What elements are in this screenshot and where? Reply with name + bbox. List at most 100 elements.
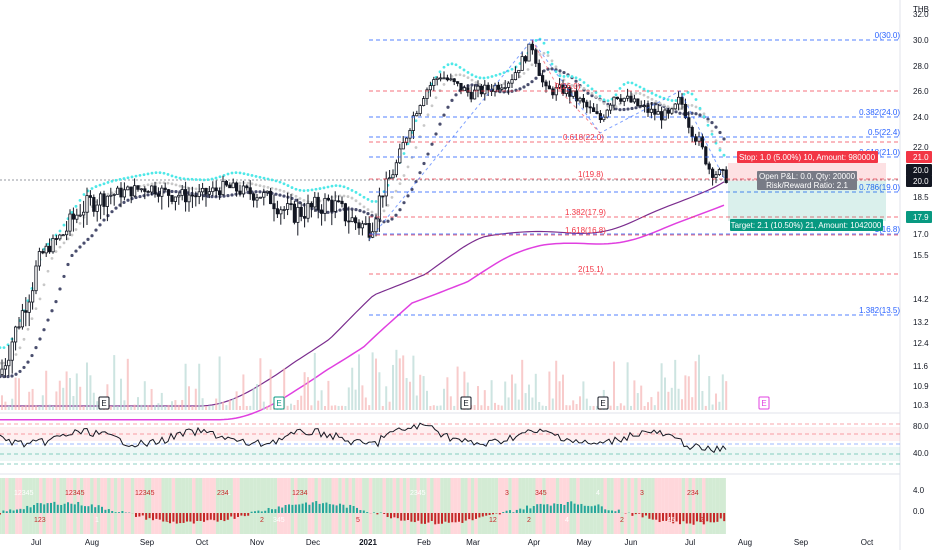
price-axis-label: 28.0 xyxy=(913,62,929,71)
candle-body xyxy=(170,195,174,202)
ma-dot xyxy=(462,68,466,72)
ma-dot xyxy=(250,182,254,186)
candle-body xyxy=(646,105,650,113)
histogram-bar xyxy=(543,504,545,513)
ma-dot xyxy=(122,177,126,180)
ma-dot xyxy=(310,188,314,192)
histogram-bg xyxy=(379,478,383,534)
histogram-bg xyxy=(413,478,417,534)
candle-body xyxy=(197,191,201,197)
histogram-bar xyxy=(148,513,151,519)
histogram-bg xyxy=(443,478,448,534)
candle-body xyxy=(190,194,194,197)
ma-dot xyxy=(534,76,538,80)
ma-dot xyxy=(522,72,526,75)
histogram-bar xyxy=(604,509,607,513)
ma-dot xyxy=(502,71,506,75)
ma-dot xyxy=(0,346,2,350)
ma-dot xyxy=(174,189,178,194)
histogram-bar xyxy=(522,509,525,513)
price-axis[interactable]: 32.0 30.0 28.0 26.0 24.0 22.0 18.5 17.0 15.5 14.2… xyxy=(906,5,932,410)
volume-bar xyxy=(419,374,422,410)
ma-dot xyxy=(614,105,618,108)
candle-body xyxy=(622,97,626,102)
volume-bar xyxy=(725,381,728,410)
price-badge-box[interactable] xyxy=(906,175,932,187)
ma-dot xyxy=(650,97,654,101)
volume-bar xyxy=(477,386,479,410)
ma-dot xyxy=(550,62,554,66)
volume-bar xyxy=(558,381,561,410)
earnings-marker-box[interactable] xyxy=(98,396,110,410)
price-pane[interactable] xyxy=(0,0,901,550)
volume-bar xyxy=(405,378,408,410)
histogram-bg xyxy=(15,478,19,534)
ma-dot xyxy=(250,174,254,177)
histogram-bg xyxy=(674,478,679,534)
histogram-bg xyxy=(113,478,118,534)
volume-bar xyxy=(609,405,612,410)
earnings-marker-box[interactable] xyxy=(273,396,285,410)
volume-bar xyxy=(568,405,571,410)
target-label: Target: 2.1 (10.50%) 21, Amount: 1042000 xyxy=(731,221,882,230)
oscillator-pane[interactable]: 80.0 40.0 xyxy=(0,422,929,465)
current-price-badge-box[interactable] xyxy=(906,164,932,176)
candle-body xyxy=(102,193,106,207)
volume-bar xyxy=(337,405,340,410)
histogram-bar xyxy=(16,509,18,513)
volume-bar xyxy=(548,371,551,410)
ma-dot xyxy=(102,218,106,222)
ma-dot xyxy=(86,237,90,241)
candle-body xyxy=(92,197,96,212)
volume-bar xyxy=(79,386,82,410)
ma-dot xyxy=(138,194,142,199)
ma-dot xyxy=(442,83,446,86)
histogram-label: 345 xyxy=(273,517,285,524)
risk-reward-tool[interactable]: Stop: 1.0 (5.00%) 10, Amount: 980000 Open… xyxy=(728,151,886,231)
ma-dot xyxy=(26,327,30,331)
earnings-marker-box[interactable] xyxy=(460,396,472,410)
histogram-bar xyxy=(413,513,416,523)
ma-dot xyxy=(542,41,546,45)
histogram-bar xyxy=(342,504,345,513)
volume-bar xyxy=(188,386,190,410)
ma-dot xyxy=(206,178,210,182)
earnings-marker-box[interactable] xyxy=(597,396,609,410)
histogram-bar xyxy=(611,510,613,513)
ma-dot xyxy=(438,122,442,126)
time-axis[interactable]: Jul Aug Sep Oct Nov Dec 2021 Feb Mar Apr May Jun Jul… xyxy=(31,538,874,547)
volume-bar xyxy=(473,405,476,410)
histogram-bg xyxy=(511,478,516,534)
volume-bar xyxy=(626,362,629,410)
ma-dot xyxy=(574,79,578,83)
histogram-bg xyxy=(86,478,91,534)
candle-body xyxy=(462,87,467,92)
stop-label: Stop: 1.0 (5.00%) 10, Amount: 980000 xyxy=(739,153,876,162)
histogram-bg xyxy=(620,478,624,534)
candle-body xyxy=(88,195,92,198)
volume-bar xyxy=(307,377,309,410)
ma-dot xyxy=(50,257,54,260)
histogram-bg xyxy=(1,478,6,534)
earnings-marker-box[interactable] xyxy=(758,396,770,410)
volume-bar xyxy=(582,381,585,410)
volume-bar xyxy=(507,397,510,410)
histogram-bg xyxy=(365,478,369,534)
histogram-bar xyxy=(301,503,304,513)
ma-dot xyxy=(374,200,378,203)
target-price-badge-box[interactable] xyxy=(906,211,932,223)
histogram-bar xyxy=(199,513,202,521)
ma-dot xyxy=(342,185,346,189)
volume-bar xyxy=(327,380,330,410)
candle-body xyxy=(401,142,405,150)
histogram-bg xyxy=(110,478,114,534)
stop-price-badge-box[interactable] xyxy=(906,151,932,163)
volume-bar xyxy=(426,390,428,410)
ma-dot xyxy=(126,176,130,180)
candle-body xyxy=(330,199,334,212)
histogram-bar xyxy=(288,504,290,513)
ma-long-magenta xyxy=(0,204,725,421)
